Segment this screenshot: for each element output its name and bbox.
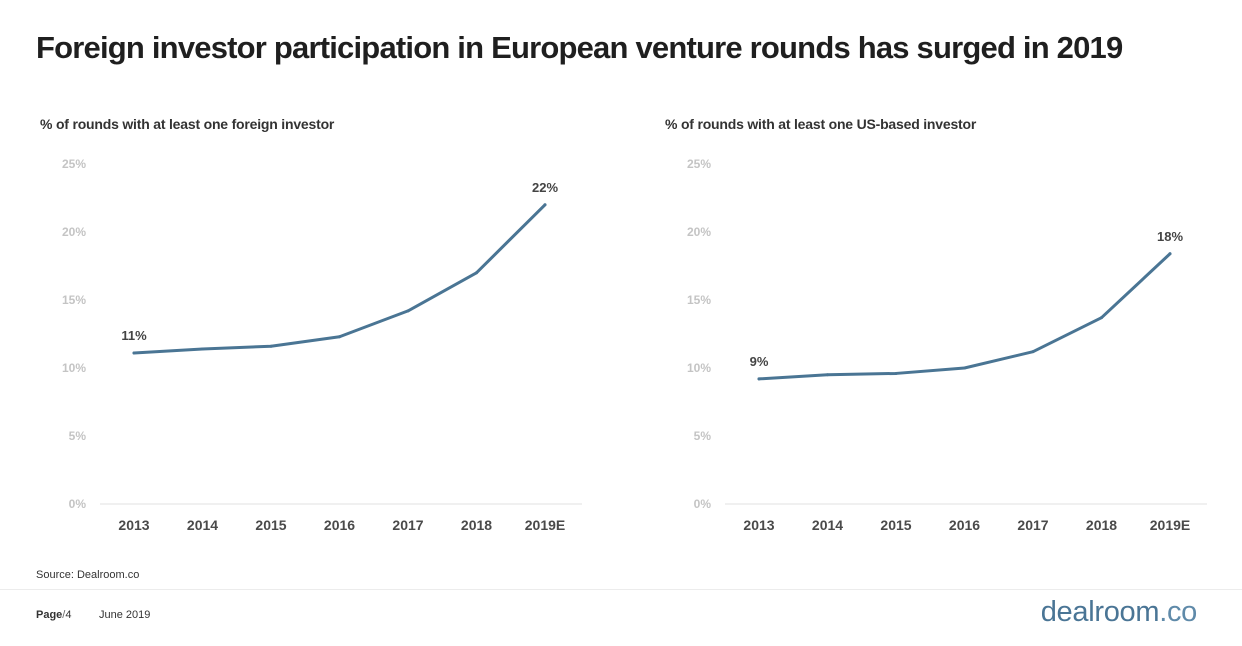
series-line: [757, 252, 1172, 381]
y-tick-label: 15%: [687, 293, 711, 307]
y-tick-label: 5%: [69, 429, 87, 443]
dealroom-logo: dealroom.co: [1040, 596, 1198, 629]
data-point: [963, 366, 966, 370]
x-tick-label: 2019E: [1150, 517, 1190, 533]
data-point: [132, 351, 136, 355]
page-number: Page/4: [36, 609, 71, 621]
data-point: [475, 271, 478, 275]
data-point: [894, 371, 898, 375]
page-separator: /: [62, 609, 66, 621]
data-label: 11%: [121, 328, 147, 343]
y-tick-label: 0%: [694, 497, 712, 511]
brand-tld: .co: [1159, 596, 1197, 628]
line-chart-us: 0% 5% 10% 15% 20% 25% 2013 2014 2015 2016 2017 2018…: [687, 157, 1207, 533]
y-tick-label: 25%: [687, 157, 711, 171]
data-label: 22%: [532, 180, 558, 195]
data-point: [406, 309, 410, 313]
y-tick-label: 10%: [687, 361, 711, 375]
data-label: 18%: [1157, 229, 1183, 244]
x-tick-label: 2013: [743, 517, 774, 533]
x-tick-label: 2016: [324, 517, 355, 533]
footer-divider: [0, 589, 1242, 590]
data-point: [1100, 316, 1103, 320]
y-tick-label: 0%: [69, 497, 87, 511]
y-tick-label: 15%: [62, 293, 86, 307]
x-tick-label: 2015: [255, 517, 286, 533]
y-tick-label: 25%: [62, 157, 86, 171]
x-tick-label: 2014: [187, 517, 218, 533]
report-date: June 2019: [99, 609, 151, 621]
y-tick-label: 10%: [62, 361, 86, 375]
line-chart-foreign: 0% 5% 10% 15% 20% 25% 2013 2014 2015 2016 2017 2018…: [62, 157, 582, 533]
chart-title: % of rounds with at least one foreign in…: [40, 116, 335, 132]
x-tick-label: 2014: [812, 517, 843, 533]
chart-us-investor: % of rounds with at least one US-based i…: [655, 110, 1242, 550]
data-point: [201, 347, 204, 351]
chart-title: % of rounds with at least one US-based i…: [665, 116, 977, 132]
data-point: [543, 203, 547, 207]
series-line: [132, 203, 547, 355]
x-tick-label: 2019E: [525, 517, 565, 533]
x-tick-label: 2018: [1086, 517, 1117, 533]
x-tick-label: 2017: [1017, 517, 1048, 533]
data-point: [1031, 350, 1035, 354]
data-point: [338, 335, 341, 339]
y-tick-label: 20%: [62, 225, 86, 239]
x-tick-label: 2016: [949, 517, 980, 533]
data-point: [757, 377, 761, 381]
x-tick-label: 2013: [118, 517, 149, 533]
y-tick-label: 5%: [694, 429, 712, 443]
data-point: [826, 373, 829, 377]
brand-name: dealroom: [1040, 596, 1160, 628]
page-title: Foreign investor participation in Europe…: [36, 30, 1123, 65]
y-tick-label: 20%: [687, 225, 711, 239]
chart-foreign-investor: % of rounds with at least one foreign in…: [30, 110, 630, 550]
x-tick-label: 2017: [392, 517, 423, 533]
data-label: 9%: [750, 354, 769, 369]
data-point: [269, 344, 273, 348]
source-note: Source: Dealroom.co: [36, 569, 140, 581]
page-label: Page: [36, 609, 63, 621]
x-tick-label: 2015: [880, 517, 911, 533]
page-number-value: 4: [65, 609, 72, 621]
x-tick-label: 2018: [461, 517, 492, 533]
data-point: [1168, 252, 1172, 256]
